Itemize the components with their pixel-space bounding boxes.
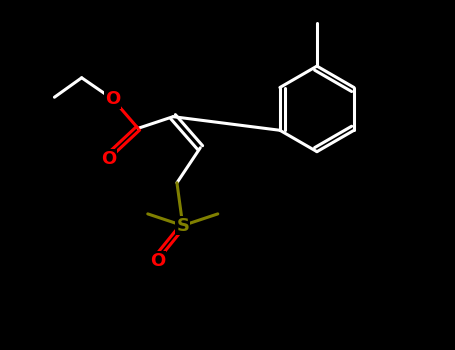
Text: O: O (150, 252, 165, 270)
Text: O: O (101, 150, 116, 168)
Text: O: O (105, 90, 121, 108)
Text: S: S (176, 217, 189, 235)
